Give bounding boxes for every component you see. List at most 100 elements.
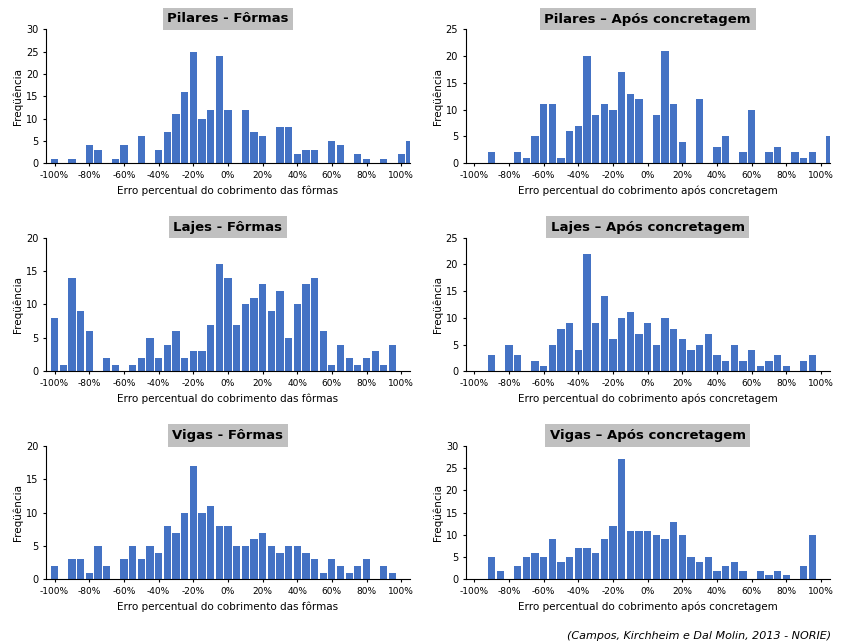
Bar (259, 533, 266, 580)
X-axis label: Erro percentual do cobrimento das fôrmas: Erro percentual do cobrimento das fôrmas (117, 601, 338, 612)
Bar (610, 339, 616, 371)
Bar (488, 355, 495, 371)
Bar (86, 573, 93, 580)
Bar (688, 350, 695, 371)
Bar (722, 137, 729, 163)
Bar (311, 278, 318, 371)
Bar (51, 318, 59, 371)
Bar (311, 560, 318, 580)
Title: Lajes - Fôrmas: Lajes - Fôrmas (173, 221, 282, 234)
Bar (756, 366, 764, 371)
Bar (618, 72, 625, 163)
Bar (59, 365, 67, 371)
Bar (653, 345, 660, 371)
Bar (540, 366, 547, 371)
Bar (800, 158, 807, 163)
Bar (172, 114, 180, 163)
Bar (380, 566, 388, 580)
Bar (233, 325, 240, 371)
Bar (215, 265, 223, 371)
Bar (600, 540, 608, 580)
Bar (112, 365, 119, 371)
Bar (592, 553, 600, 580)
Bar (285, 546, 293, 580)
Bar (670, 328, 678, 371)
Bar (497, 571, 504, 580)
Bar (69, 560, 75, 580)
Bar (129, 365, 137, 371)
Bar (224, 278, 232, 371)
Bar (94, 149, 102, 163)
Bar (514, 153, 522, 163)
Bar (661, 540, 669, 580)
Y-axis label: Freqüência: Freqüência (432, 68, 443, 125)
Bar (670, 104, 678, 163)
Bar (522, 557, 530, 580)
Bar (129, 546, 137, 580)
Bar (285, 128, 293, 163)
Bar (328, 560, 336, 580)
Bar (661, 318, 669, 371)
Bar (354, 566, 361, 580)
Bar (181, 92, 188, 163)
Bar (320, 331, 326, 371)
Bar (380, 365, 388, 371)
Bar (415, 154, 422, 163)
Bar (600, 104, 608, 163)
Bar (155, 149, 162, 163)
Bar (627, 531, 634, 580)
Bar (826, 137, 834, 163)
Bar (557, 328, 565, 371)
Bar (250, 540, 258, 580)
Y-axis label: Freqüência: Freqüência (432, 484, 443, 541)
Bar (739, 153, 747, 163)
Bar (766, 361, 773, 371)
Bar (146, 338, 153, 371)
Bar (739, 361, 747, 371)
Bar (583, 254, 591, 371)
Bar (198, 118, 205, 163)
Bar (783, 366, 790, 371)
Bar (207, 506, 215, 580)
Bar (566, 323, 573, 371)
Bar (172, 533, 180, 580)
Bar (224, 526, 232, 580)
Bar (809, 355, 816, 371)
Bar (190, 466, 197, 580)
Bar (137, 560, 145, 580)
Bar (103, 358, 110, 371)
Bar (549, 540, 556, 580)
Bar (207, 109, 215, 163)
Bar (488, 557, 495, 580)
Bar (51, 566, 59, 580)
Bar (302, 149, 310, 163)
X-axis label: Erro percentual do cobrimento após concretagem: Erro percentual do cobrimento após concr… (518, 185, 778, 196)
Bar (575, 350, 582, 371)
Bar (242, 305, 248, 371)
Bar (618, 459, 625, 580)
Bar (549, 104, 556, 163)
Bar (363, 158, 371, 163)
Bar (583, 56, 591, 163)
Y-axis label: Freqüência: Freqüência (13, 484, 23, 541)
Bar (557, 562, 565, 580)
X-axis label: Erro percentual do cobrimento das fôrmas: Erro percentual do cobrimento das fôrmas (117, 185, 338, 196)
Bar (575, 126, 582, 163)
Bar (653, 535, 660, 580)
Bar (215, 526, 223, 580)
Bar (259, 137, 266, 163)
Bar (207, 325, 215, 371)
Bar (181, 358, 188, 371)
Bar (293, 305, 301, 371)
Bar (276, 291, 283, 371)
Bar (77, 311, 84, 371)
Bar (834, 109, 842, 163)
Bar (259, 285, 266, 371)
Bar (731, 562, 738, 580)
Bar (268, 311, 275, 371)
Bar (380, 158, 388, 163)
Bar (575, 548, 582, 580)
Bar (600, 296, 608, 371)
Bar (242, 109, 248, 163)
Bar (532, 361, 538, 371)
